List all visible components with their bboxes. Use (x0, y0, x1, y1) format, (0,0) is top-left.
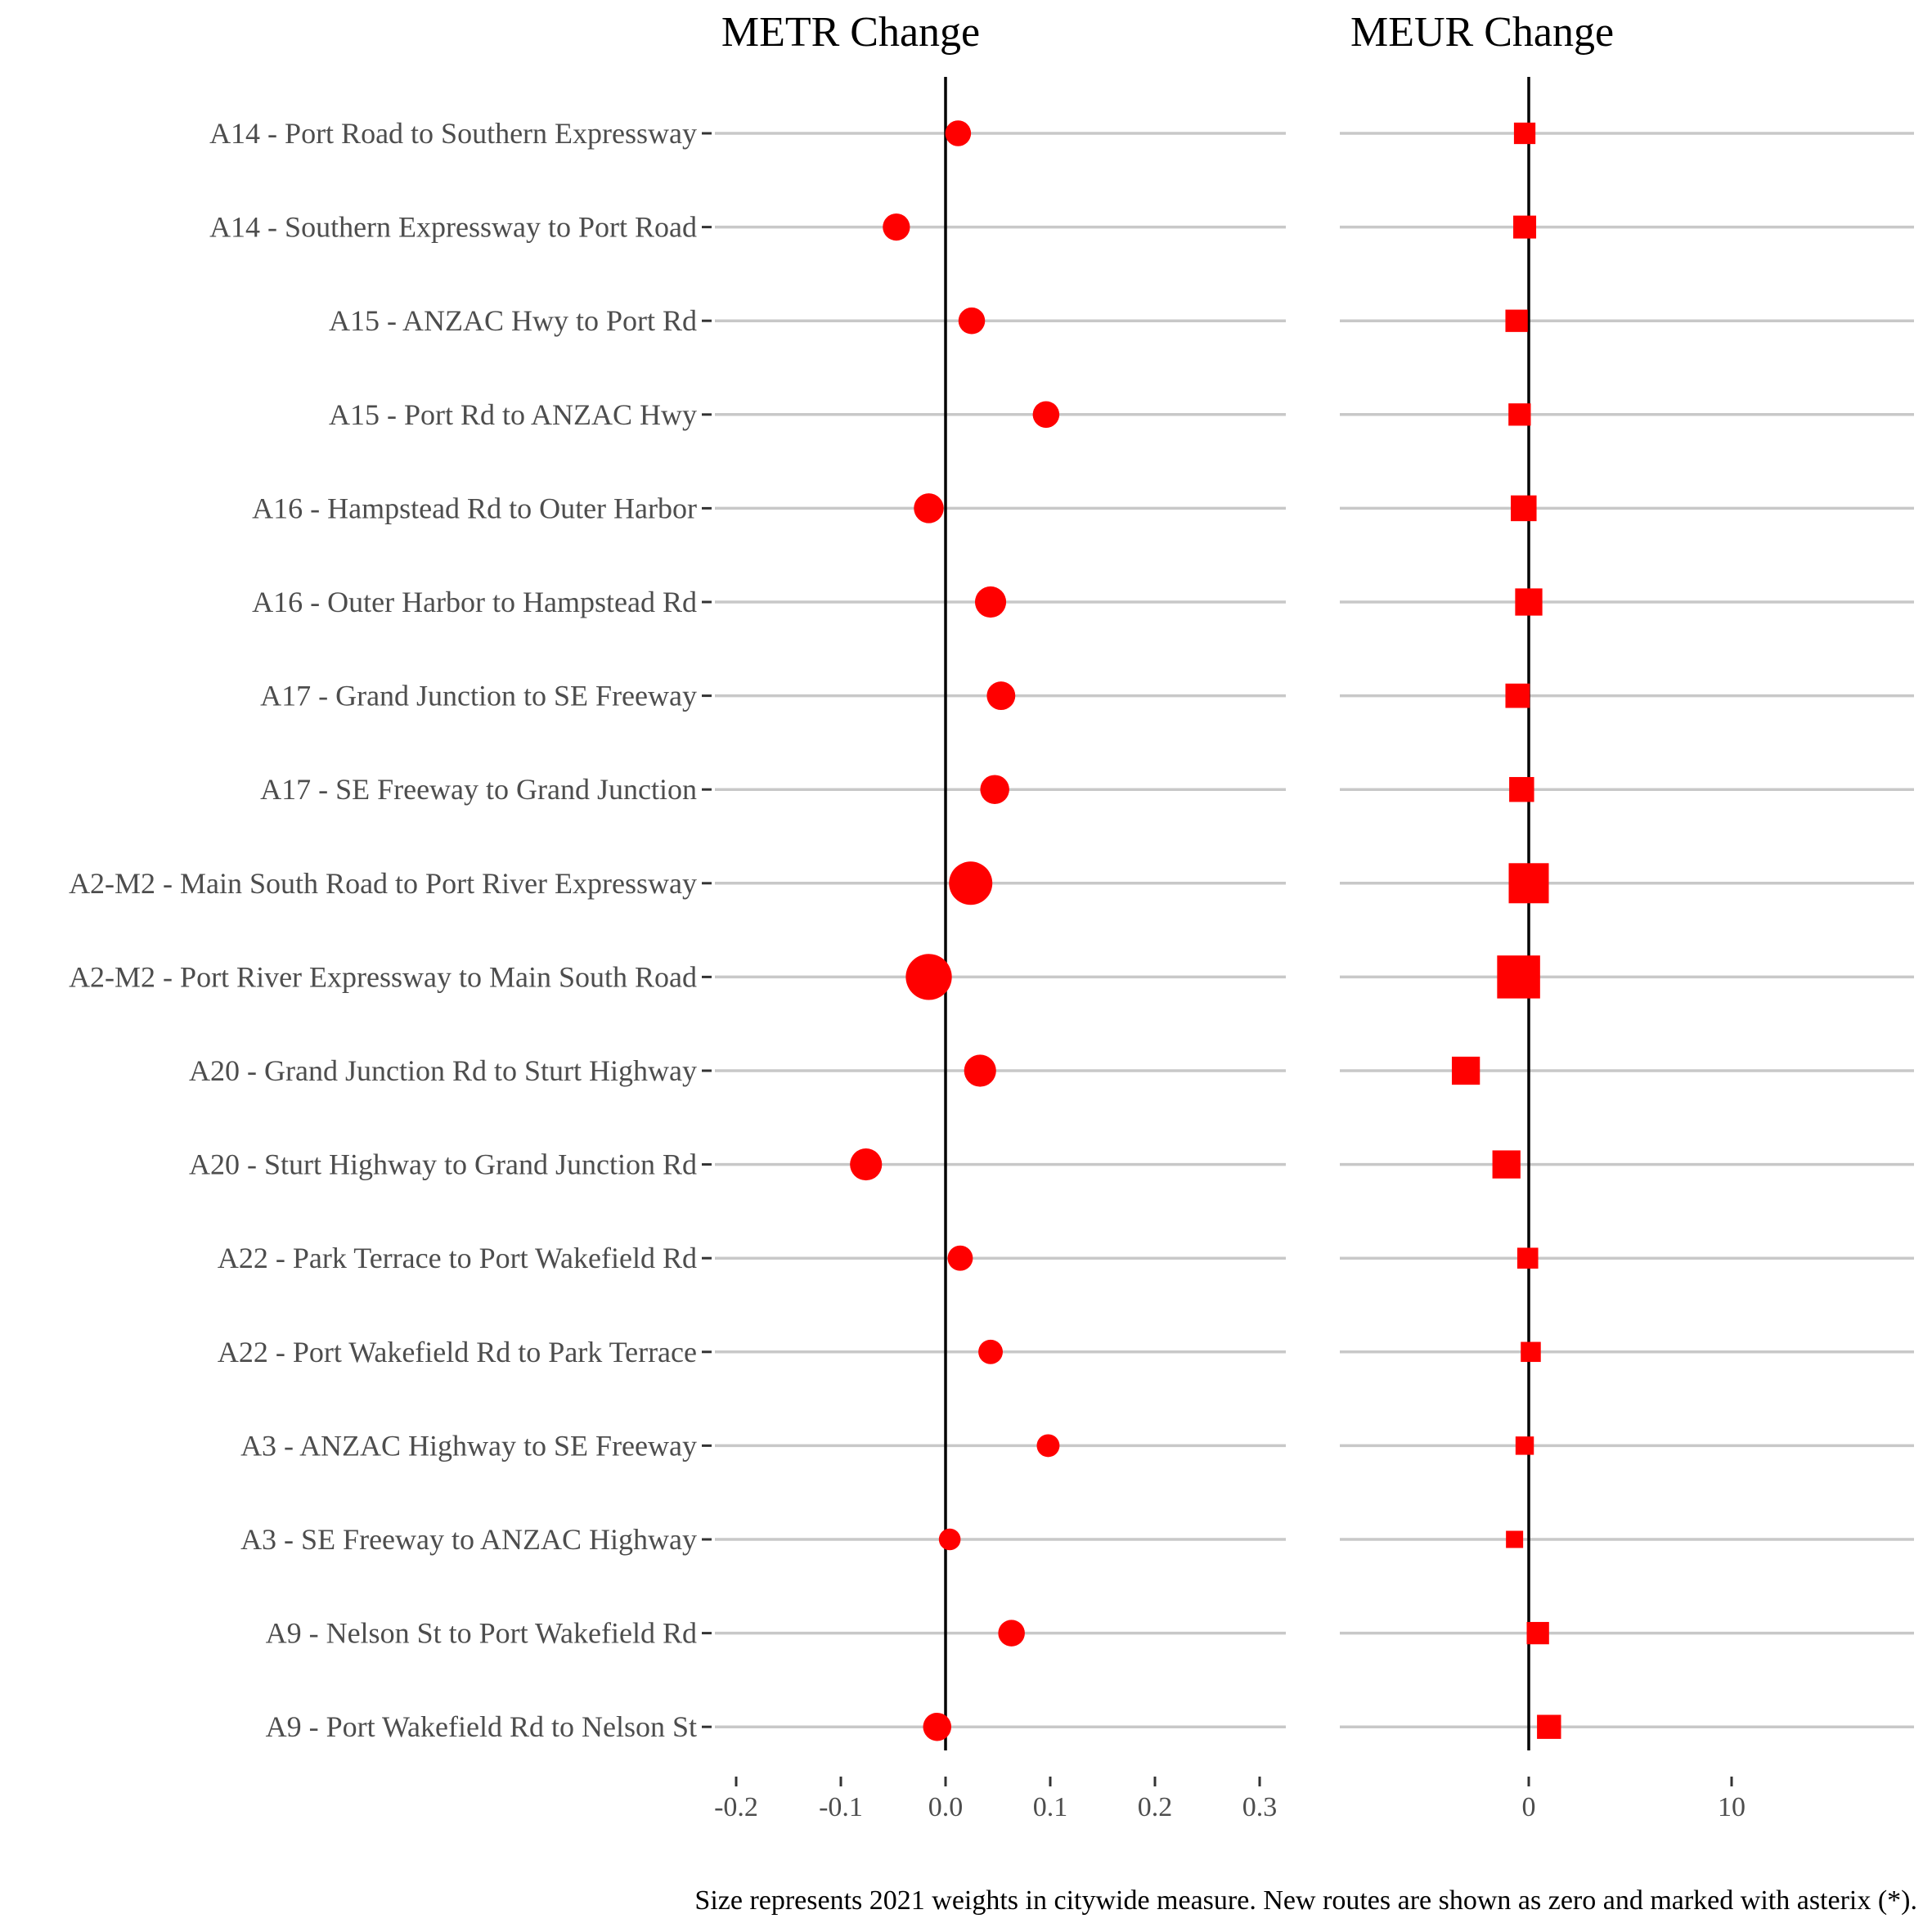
route-label-a14-southern-expressway-to-port-road: A14 - Southern Expressway to Port Road (209, 211, 697, 244)
meur-x-axis: 0 10 (1522, 1777, 1746, 1822)
meur-marker-a14-southern-expressway-to-port-road (1513, 215, 1537, 239)
metr-marker-a14-port-road-to-southern-expressway (945, 120, 972, 146)
meur-gridlines (1340, 132, 1914, 1728)
metr-marker-a16-outer-harbor-to-hampstead-rd (974, 586, 1007, 618)
metr-marker-a14-southern-expressway-to-port-road (883, 213, 910, 241)
meur-marker-a16-outer-harbor-to-hampstead-rd (1515, 588, 1543, 616)
route-label-a20-sturt-highway-to-grand-junction-rd: A20 - Sturt Highway to Grand Junction Rd (189, 1148, 697, 1181)
route-label-a2-m2-main-south-road-to-port-river-expressway: A2-M2 - Main South Road to Port River Ex… (69, 867, 697, 900)
metr-panel-title: METR Change (721, 9, 980, 56)
meur-marker-a16-hampstead-rd-to-outer-harbor (1511, 495, 1537, 522)
meur-marker-a14-port-road-to-southern-expressway (1513, 122, 1536, 145)
metr-marker-a3-anzac-highway-to-se-freeway (1036, 1434, 1060, 1458)
route-label-a2-m2-port-river-expressway-to-main-south-road: A2-M2 - Port River Expressway to Main So… (69, 960, 697, 993)
meur-marker-a15-anzac-hwy-to-port-rd (1505, 309, 1528, 332)
route-label-a15-port-rd-to-anzac-hwy: A15 - Port Rd to ANZAC Hwy (329, 398, 697, 431)
route-label-a15-anzac-hwy-to-port-rd: A15 - ANZAC Hwy to Port Rd (329, 304, 697, 337)
route-label-a16-hampstead-rd-to-outer-harbor: A16 - Hampstead Rd to Outer Harbor (252, 492, 697, 524)
meur-marker-a3-se-freeway-to-anzac-highway (1506, 1530, 1524, 1548)
metr-marker-a17-se-freeway-to-grand-junction (980, 775, 1009, 804)
metr-change-panel: METR Change -0.2 -0.1 0.0 0.1 0.2 0.3 (714, 9, 1286, 1822)
x-tick-label: 0.3 (1242, 1792, 1278, 1822)
metr-marker-a22-port-wakefield-rd-to-park-terrace (978, 1339, 1003, 1364)
meur-marker-a22-port-wakefield-rd-to-park-terrace (1521, 1341, 1541, 1363)
meur-markers (1451, 122, 1561, 1739)
meur-marker-a15-port-rd-to-anzac-hwy (1508, 403, 1531, 426)
meur-marker-a2-m2-main-south-road-to-port-river-expressway (1508, 863, 1549, 904)
x-tick-label: 0.0 (928, 1792, 964, 1822)
route-label-a9-nelson-st-to-port-wakefield-rd: A9 - Nelson St to Port Wakefield Rd (266, 1617, 697, 1650)
x-tick-label: -0.2 (714, 1792, 758, 1822)
metr-marker-a2-m2-port-river-expressway-to-main-south-road (905, 954, 952, 1000)
x-tick-label: 0.2 (1138, 1792, 1173, 1822)
metr-marker-a2-m2-main-south-road-to-port-river-expressway (949, 861, 993, 905)
route-label-a20-grand-junction-rd-to-sturt-highway: A20 - Grand Junction Rd to Sturt Highway (189, 1054, 697, 1087)
metr-gridlines (715, 132, 1286, 1728)
metr-x-axis: -0.2 -0.1 0.0 0.1 0.2 0.3 (714, 1777, 1277, 1822)
chart-caption: Size represents 2021 weights in citywide… (694, 1885, 1917, 1916)
route-label-a3-anzac-highway-to-se-freeway: A3 - ANZAC Highway to SE Freeway (240, 1429, 697, 1462)
metr-marker-a22-park-terrace-to-port-wakefield-rd (947, 1245, 973, 1271)
x-tick-label: 0.1 (1033, 1792, 1068, 1822)
metr-marker-a9-nelson-st-to-port-wakefield-rd (998, 1620, 1025, 1647)
route-label-a3-se-freeway-to-anzac-highway: A3 - SE Freeway to ANZAC Highway (240, 1523, 697, 1556)
route-label-axis: A14 - Port Road to Southern Expressway A1… (69, 117, 712, 1743)
route-label-a17-se-freeway-to-grand-junction: A17 - SE Freeway to Grand Junction (260, 773, 697, 806)
meur-change-panel: MEUR Change 0 10 (1340, 9, 1914, 1822)
meur-marker-a20-grand-junction-rd-to-sturt-highway (1451, 1056, 1480, 1085)
x-tick-label: -0.1 (819, 1792, 863, 1822)
x-tick-label: 0 (1522, 1792, 1536, 1822)
metr-marker-a17-grand-junction-to-se-freeway (986, 681, 1016, 711)
metr-markers (850, 120, 1060, 1741)
meur-panel-title: MEUR Change (1350, 9, 1614, 56)
meur-marker-a3-anzac-highway-to-se-freeway (1515, 1436, 1534, 1455)
route-label-a22-port-wakefield-rd-to-park-terrace: A22 - Port Wakefield Rd to Park Terrace (218, 1336, 697, 1368)
route-label-a16-outer-harbor-to-hampstead-rd: A16 - Outer Harbor to Hampstead Rd (252, 586, 697, 618)
meur-marker-a20-sturt-highway-to-grand-junction-rd (1492, 1150, 1521, 1179)
meur-marker-a17-grand-junction-to-se-freeway (1505, 683, 1530, 708)
route-label-a14-port-road-to-southern-expressway: A14 - Port Road to Southern Expressway (209, 117, 697, 150)
metr-marker-a15-anzac-hwy-to-port-rd (958, 307, 986, 335)
route-label-a22-park-terrace-to-port-wakefield-rd: A22 - Park Terrace to Port Wakefield Rd (218, 1242, 697, 1274)
metr-marker-a3-se-freeway-to-anzac-highway (938, 1528, 961, 1551)
x-tick-label: 10 (1718, 1792, 1746, 1822)
meur-marker-a2-m2-port-river-expressway-to-main-south-road (1497, 955, 1540, 999)
metr-marker-a15-port-rd-to-anzac-hwy (1032, 401, 1060, 429)
meur-marker-a17-se-freeway-to-grand-junction (1509, 776, 1534, 802)
meur-marker-a22-park-terrace-to-port-wakefield-rd (1516, 1247, 1539, 1269)
route-label-a9-port-wakefield-rd-to-nelson-st: A9 - Port Wakefield Rd to Nelson St (266, 1710, 697, 1743)
metr-marker-a20-sturt-highway-to-grand-junction-rd (850, 1148, 883, 1181)
meur-marker-a9-nelson-st-to-port-wakefield-rd (1526, 1621, 1549, 1645)
meur-marker-a9-port-wakefield-rd-to-nelson-st (1537, 1714, 1561, 1739)
metr-marker-a20-grand-junction-rd-to-sturt-highway (964, 1054, 996, 1087)
metr-marker-a9-port-wakefield-rd-to-nelson-st (923, 1712, 952, 1741)
metr-marker-a16-hampstead-rd-to-outer-harbor (914, 493, 944, 523)
route-label-a17-grand-junction-to-se-freeway: A17 - Grand Junction to SE Freeway (260, 680, 697, 712)
